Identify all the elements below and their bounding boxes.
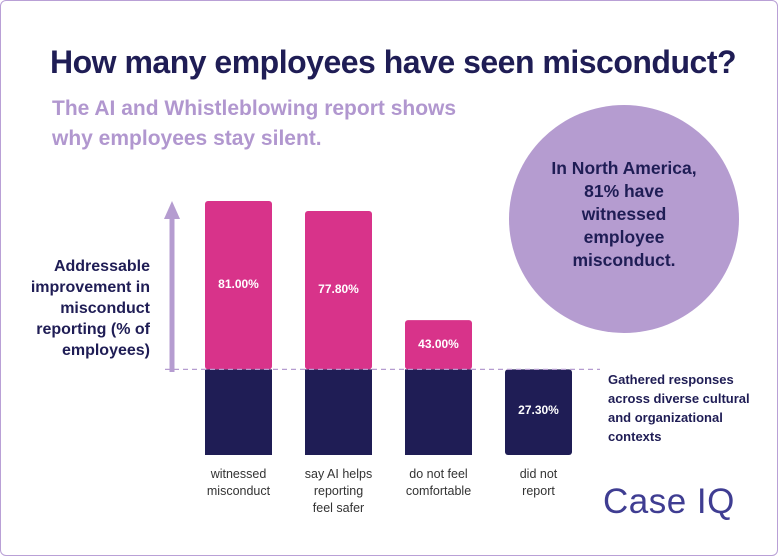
y-axis-arrow-head: [164, 201, 180, 219]
bar-top-segment: [205, 201, 272, 370]
bar-value-label: 27.30%: [518, 403, 559, 417]
callout-bubble: In North America, 81% have witnessed emp…: [509, 105, 739, 333]
category-label: say AI helps reporting feel safer: [304, 467, 373, 515]
category-label: do not feel comfortable: [405, 467, 472, 498]
bar-value-label: 77.80%: [318, 282, 359, 296]
case-iq-logo: Case IQ: [603, 482, 735, 521]
y-axis-label: Addressable improvement in misconduct re…: [30, 258, 150, 359]
category-label: witnessed misconduct: [206, 467, 271, 498]
data-note: Gathered responses across diverse cultur…: [608, 372, 750, 444]
bar-top-segment: [305, 211, 372, 370]
bar-base-segment: [405, 369, 472, 455]
category-label: did not report: [519, 467, 558, 498]
bar-value-label: 43.00%: [418, 337, 459, 351]
bar-top-segment: [405, 320, 472, 370]
bar-base-segment: [305, 369, 372, 455]
callout-text: In North America, 81% have witnessed emp…: [551, 157, 697, 270]
bar: [505, 369, 572, 455]
bar-base-segment: [205, 369, 272, 455]
page-title: How many employees have seen misconduct?: [50, 44, 737, 80]
bar-value-label: 81.00%: [218, 277, 259, 291]
page-subtitle: The AI and Whistleblowing report shows w…: [52, 97, 457, 150]
